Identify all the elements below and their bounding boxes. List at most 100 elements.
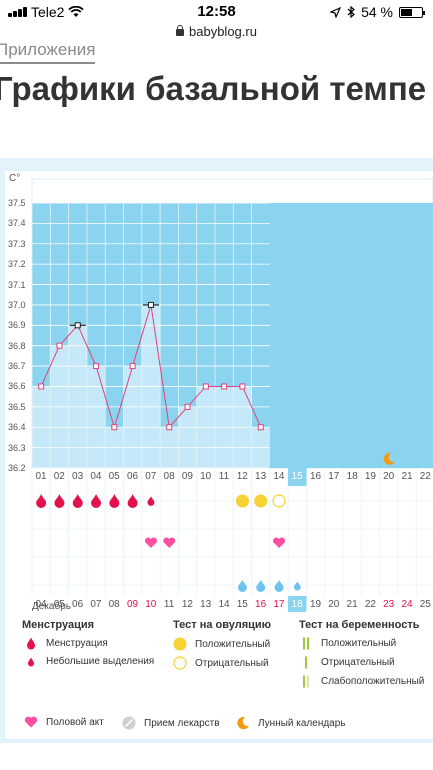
calendar-date-label[interactable]: 17: [273, 599, 285, 610]
calendar-date-label[interactable]: 06: [72, 599, 84, 610]
ovulation-positive: [254, 494, 268, 508]
page-title: Графики базальной темпе: [0, 70, 427, 107]
small-drop-icon: [28, 657, 34, 666]
ovulation-positive: [235, 494, 249, 508]
cycle-day-label[interactable]: 07: [145, 471, 157, 482]
cycle-day-label[interactable]: 09: [181, 471, 193, 482]
calendar-date-label[interactable]: 19: [309, 599, 322, 610]
cycle-day-label[interactable]: 01: [35, 471, 47, 482]
legend-label: Прием лекарств: [144, 717, 220, 729]
calendar-date-label[interactable]: 23: [383, 599, 395, 610]
battery-icon: [399, 6, 425, 18]
temperature-bar: [178, 406, 197, 468]
temperature-bar: [123, 366, 142, 468]
yellow-circle-icon: [173, 637, 187, 651]
heart-icon: [163, 537, 176, 548]
bbt-chart: [31, 178, 433, 611]
calendar-date-label[interactable]: 05: [53, 599, 65, 610]
bluetooth-icon: [347, 6, 355, 18]
legend-pregnancy-title: Тест на беременность: [299, 619, 420, 631]
cycle-day-label[interactable]: 03: [72, 471, 84, 482]
signal-icon: [8, 7, 27, 17]
drop-icon: [27, 637, 35, 650]
cycle-day-label[interactable]: 19: [364, 471, 376, 482]
clock: 12:58: [197, 3, 236, 20]
calendar-date-label[interactable]: 20: [328, 599, 340, 610]
cycle-day-label[interactable]: 21: [401, 471, 413, 482]
legend-label: Положительный: [321, 638, 397, 649]
menstruation-drop: [54, 494, 65, 508]
cycle-day-label[interactable]: 02: [53, 471, 65, 482]
location-icon: [330, 6, 342, 18]
y-tick-label: 37.3: [8, 238, 26, 249]
temperature-point: [166, 424, 173, 431]
water-drop-icon: [274, 580, 284, 592]
ovulation-negative: [272, 494, 286, 508]
calendar-date-label[interactable]: 24: [401, 599, 413, 610]
legend-ovulation-negative: Отрицательный: [173, 656, 269, 670]
temperature-point: [38, 383, 45, 390]
heart-icon: [273, 537, 286, 548]
cycle-day-label[interactable]: 15: [288, 470, 307, 484]
cycle-day-label[interactable]: 14: [273, 471, 285, 482]
y-axis-unit: C°: [9, 173, 21, 184]
bbt-chart-card: C° 37.5 37.4 37.3 37.2 37.1 37.0 36.9 36.8 36.7 3…: [5, 171, 433, 739]
calendar-date-label[interactable]: 10: [145, 599, 157, 610]
calendar-date-label[interactable]: 08: [108, 599, 120, 610]
calendar-date-label[interactable]: 15: [236, 599, 248, 610]
cycle-day-label[interactable]: 10: [200, 471, 212, 482]
legend-intercourse: Половой акт: [24, 716, 104, 728]
cycle-day-label[interactable]: 12: [236, 471, 248, 482]
cycle-day-label[interactable]: 16: [309, 471, 322, 482]
calendar-date-label[interactable]: 16: [255, 599, 267, 610]
weak-stripe-icon: [303, 675, 309, 688]
month-label: Декабрь: [32, 601, 71, 612]
calendar-date-label[interactable]: 04: [35, 599, 47, 610]
legend-pregnancy-negative: Отрицательный: [299, 656, 395, 669]
calendar-date-label[interactable]: 11: [163, 599, 175, 610]
cycle-day-label[interactable]: 22: [419, 471, 431, 482]
double-stripe-icon: [303, 637, 309, 650]
legend-label: Менструация: [46, 638, 108, 649]
temperature-point: [239, 383, 246, 390]
cycle-day-label[interactable]: 05: [108, 471, 120, 482]
cycle-day-label[interactable]: 13: [255, 471, 267, 482]
calendar-date-label[interactable]: 14: [218, 599, 230, 610]
temperature-point: [257, 424, 264, 431]
water-drop-icon: [237, 580, 247, 592]
calendar-date-label[interactable]: 07: [90, 599, 102, 610]
cycle-day-label[interactable]: 11: [218, 471, 230, 482]
calendar-date-label[interactable]: 25: [419, 599, 431, 610]
y-tick-label: 36.2: [8, 463, 26, 473]
cycle-day-label[interactable]: 08: [163, 471, 175, 482]
legend-spotting-item: Небольшие выделения: [24, 656, 154, 667]
temperature-point: [147, 301, 154, 308]
cycle-day-label[interactable]: 06: [126, 471, 139, 482]
calendar-date-label[interactable]: 13: [200, 599, 212, 610]
url-bar[interactable]: babyblog.ru: [0, 24, 433, 42]
cycle-day-label[interactable]: 20: [383, 471, 395, 482]
calendar-date-label[interactable]: 21: [346, 599, 358, 610]
carrier-name: Tele2: [31, 4, 65, 20]
cycle-day-label[interactable]: 04: [90, 471, 102, 482]
temperature-bar: [86, 366, 106, 468]
breadcrumb[interactable]: Приложения: [0, 40, 96, 64]
y-tick-label: 36.8: [8, 340, 26, 351]
cycle-day-label[interactable]: 18: [346, 471, 358, 482]
y-tick-label: 36.3: [8, 442, 26, 453]
water-drop-icon: [293, 581, 301, 591]
temperature-point: [56, 342, 63, 349]
calendar-date-label[interactable]: 18: [288, 598, 307, 612]
temperature-point: [184, 403, 191, 410]
calendar-date-label[interactable]: 22: [364, 599, 376, 610]
legend-pregnancy-weak: Слабоположительный: [299, 675, 424, 688]
legend-label: Лунный календарь: [258, 717, 346, 729]
menstruation-drop: [36, 494, 47, 508]
cycle-day-label[interactable]: 17: [328, 471, 340, 482]
calendar-date-label[interactable]: 12: [181, 599, 193, 610]
calendar-date-label[interactable]: 09: [126, 599, 139, 610]
temperature-point: [93, 363, 100, 370]
y-tick-label: 37.2: [8, 259, 26, 270]
bbt-widget: C° 37.5 37.4 37.3 37.2 37.1 37.0 36.9 36.8 36.7 3…: [0, 158, 433, 743]
legend-ovulation-positive: Положительный: [173, 637, 270, 651]
